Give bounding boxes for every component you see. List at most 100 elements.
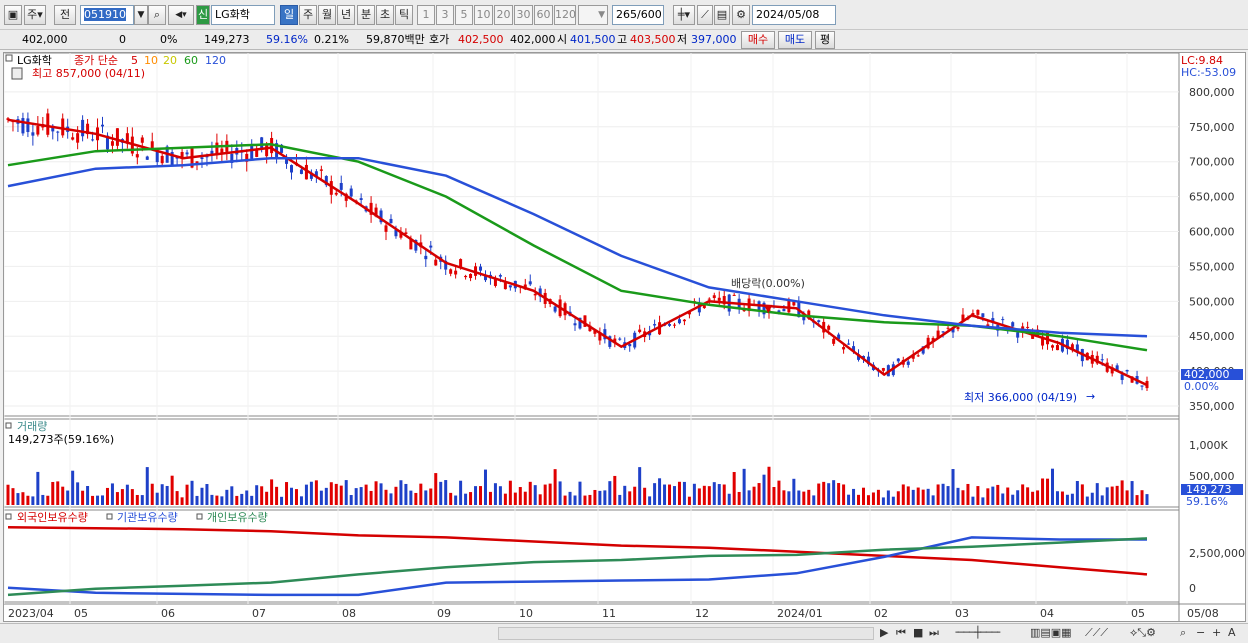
volume-bar <box>1130 481 1134 505</box>
volume-bar <box>125 484 129 505</box>
volume-bar <box>314 480 318 505</box>
volume-value-label: 149,273주(59.16%) <box>8 433 114 446</box>
interval-30[interactable]: 30 <box>514 5 533 25</box>
interval-120[interactable]: 120 <box>554 5 576 25</box>
volume-bar <box>76 482 80 505</box>
period-year[interactable]: 년 <box>337 5 355 25</box>
save-icon[interactable]: ▤ <box>714 5 730 25</box>
font-size-icon[interactable]: A <box>1228 626 1236 639</box>
volume-bar <box>817 483 821 505</box>
period-month[interactable]: 월 <box>318 5 336 25</box>
scroll-track[interactable] <box>498 627 874 640</box>
speaker-icon[interactable]: ◀▾ <box>168 5 194 25</box>
candle-body <box>976 309 980 315</box>
interval-dropdown[interactable]: ▼ <box>578 5 608 25</box>
period-tick[interactable]: 틱 <box>395 5 413 25</box>
volume-bar <box>1090 492 1094 505</box>
volume-bar <box>1140 490 1144 505</box>
candle-body <box>827 325 831 330</box>
candle-body <box>921 346 925 354</box>
volume-ratio: 0.21% <box>314 33 349 46</box>
search-icon[interactable]: ⌕ <box>148 5 166 25</box>
volume-bar <box>628 491 632 505</box>
interval-60[interactable]: 60 <box>534 5 553 25</box>
stock-name-field[interactable]: LG화학 <box>211 5 275 25</box>
volume-bar <box>130 489 134 505</box>
calendar-icon[interactable] <box>11 67 23 80</box>
candle-body <box>1110 367 1114 374</box>
candle-body <box>817 320 821 322</box>
volume-bar <box>399 480 403 505</box>
price-change: 0 <box>119 33 126 46</box>
candle-body <box>653 324 657 326</box>
buy-button[interactable]: 매수 <box>741 31 775 49</box>
step-back-icon[interactable]: ⏮ <box>896 626 906 639</box>
volume-bar <box>976 486 980 505</box>
panel-box-icon[interactable] <box>5 54 13 62</box>
sell-button[interactable]: 매도 <box>778 31 812 49</box>
prefix-button[interactable]: 전 <box>54 5 76 25</box>
price-panel[interactable] <box>3 52 1180 417</box>
volume-bar <box>414 492 418 505</box>
volume-bar <box>767 466 771 505</box>
average-button[interactable]: 평 <box>815 31 835 49</box>
zoom-out-icon[interactable]: − <box>1196 626 1206 639</box>
holding-panel[interactable] <box>3 509 1180 603</box>
volume-bar <box>384 489 388 505</box>
volume-panel[interactable] <box>3 418 1180 508</box>
ma-line-120 <box>7 156 1148 338</box>
window-icon[interactable]: ▣ <box>4 5 22 25</box>
chart-tools-icon[interactable]: ⟡⤡⚙ <box>1130 626 1156 639</box>
candle-body <box>26 118 30 133</box>
candle-body <box>946 327 950 329</box>
code-dropdown-icon[interactable]: ▼ <box>134 5 148 25</box>
scroll-right-icon[interactable]: ▶ <box>880 626 889 639</box>
volume-bar <box>488 491 492 505</box>
zoom-in-icon[interactable]: + <box>1212 626 1222 639</box>
volume-bar <box>1055 491 1059 505</box>
volume-bar <box>936 484 940 505</box>
zoom-slider[interactable]: ╶───┼───╴ <box>952 626 1004 639</box>
stock-code-input[interactable]: 051910 <box>80 5 134 25</box>
interval-20[interactable]: 20 <box>494 5 513 25</box>
magnifier-icon[interactable]: ⌕ <box>1180 626 1187 639</box>
volume-bar <box>598 490 602 505</box>
count-input[interactable]: 265/600 <box>612 5 664 25</box>
volume-bar <box>787 491 791 505</box>
date-field[interactable]: 2024/05/08 <box>752 5 836 25</box>
volume-bar <box>588 494 592 505</box>
volume-box-icon[interactable] <box>5 422 12 429</box>
draw-tools-icon[interactable]: ⟋⟋⟋ <box>1085 626 1109 639</box>
volume-bar <box>842 484 846 505</box>
period-week[interactable]: 주 <box>299 5 317 25</box>
holding-box-icon[interactable] <box>5 513 12 520</box>
interval-10[interactable]: 10 <box>474 5 493 25</box>
volume-bar <box>747 490 751 505</box>
period-minute[interactable]: 분 <box>357 5 375 25</box>
volume-bar <box>1006 487 1010 505</box>
step-forward-icon[interactable]: ⏭ <box>929 626 939 639</box>
line-tool-icon[interactable]: ⟋ <box>697 5 713 25</box>
layout-icon[interactable]: ▥▤▣▦ <box>1030 626 1072 639</box>
chart-area[interactable]: LG화학 종가 단순 5 10 20 60 120 최고 857,000 (04… <box>3 52 1246 622</box>
market-select[interactable]: 주▾ <box>24 5 46 25</box>
volume-bar <box>115 492 119 505</box>
interval-1[interactable]: 1 <box>417 5 435 25</box>
interval-5[interactable]: 5 <box>455 5 473 25</box>
chart-svg[interactable]: LG화학 종가 단순 5 10 20 60 120 최고 857,000 (04… <box>3 52 1245 621</box>
candle-body <box>881 368 885 371</box>
stop-icon[interactable]: ■ <box>913 626 924 639</box>
candle-body <box>479 266 483 271</box>
gear-icon[interactable]: ⚙ <box>732 5 750 25</box>
interval-3[interactable]: 3 <box>436 5 454 25</box>
volume-value: 149,273 <box>204 33 250 46</box>
period-second[interactable]: 초 <box>376 5 394 25</box>
candle-body <box>1031 334 1035 339</box>
volume-bar <box>215 495 219 505</box>
volume-bar <box>593 489 597 505</box>
volume-bar <box>324 487 328 505</box>
candle-body <box>702 303 706 309</box>
volume-bar <box>1070 493 1074 505</box>
candle-type-icon[interactable]: ╪▾ <box>673 5 695 25</box>
period-day[interactable]: 일 <box>280 5 298 25</box>
